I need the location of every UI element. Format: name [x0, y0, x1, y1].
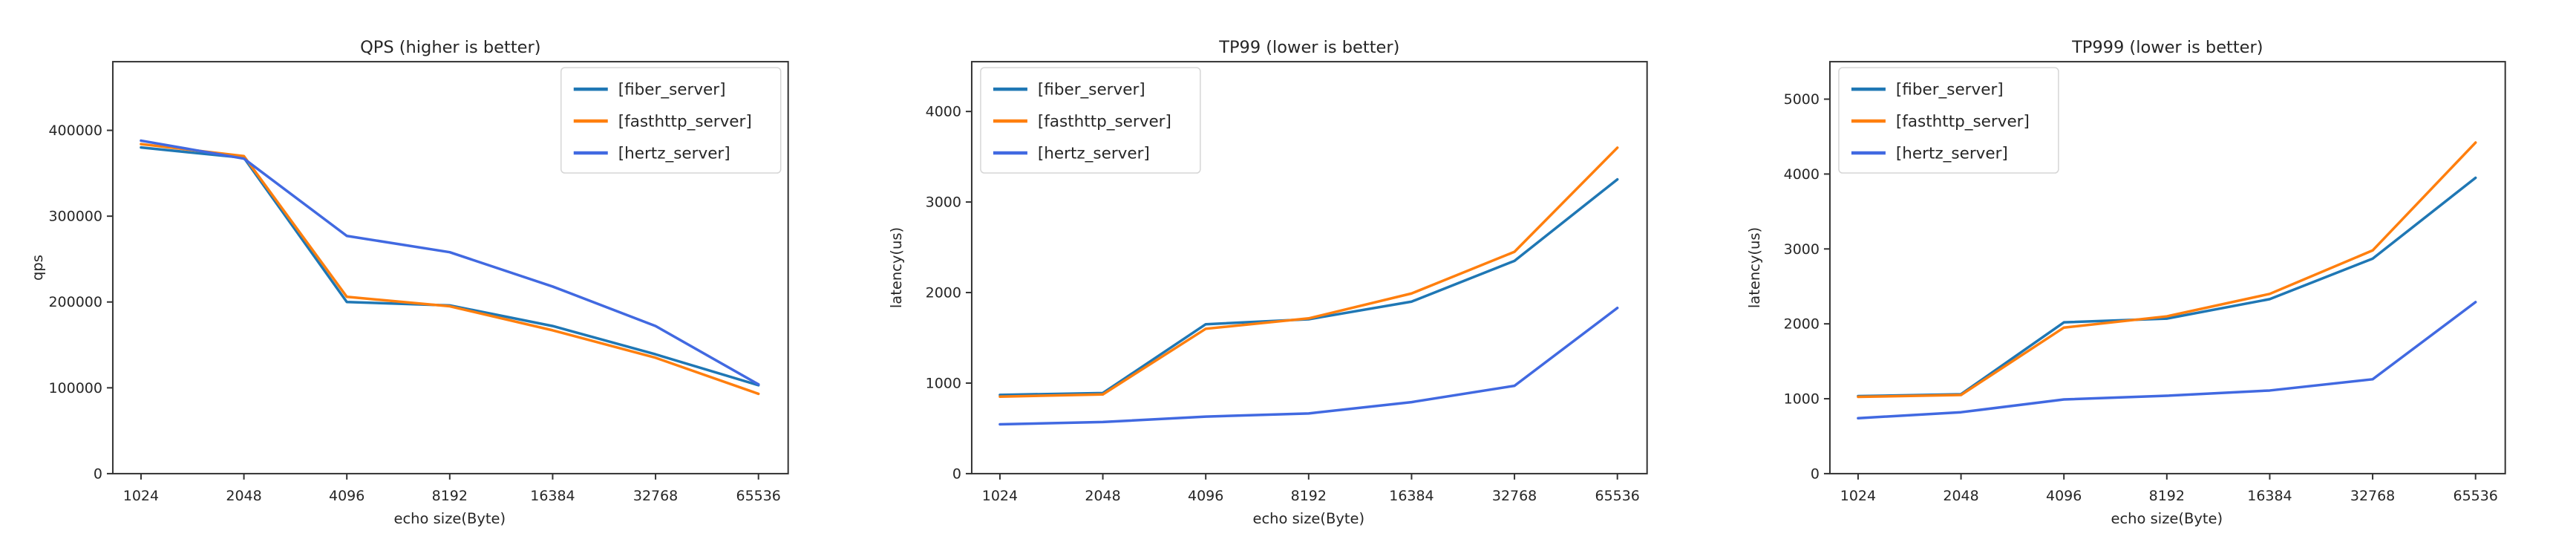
legend: [fiber_server] [fasthttp_server] [hertz_se… [1838, 67, 2059, 174]
legend-label: [hertz_server] [1896, 145, 2008, 163]
series-line-fiber_server [1857, 176, 2477, 398]
x-tick-label: 16384 [530, 488, 575, 504]
series-line-hertz_server [140, 139, 760, 386]
series-line-hertz_server [998, 307, 1619, 426]
legend-label: [fasthttp_server] [618, 113, 752, 131]
x-tick-label: 4096 [1188, 488, 1223, 504]
tp99-chart: TP99 (lower is better) echo size(Byte) lat… [888, 38, 1648, 527]
legend: [fiber_server] [fasthttp_server] [hertz_se… [560, 67, 782, 174]
legend-label: [fiber_server] [1896, 81, 2004, 99]
x-axis-label: echo size(Byte) [393, 510, 506, 527]
x-axis-label: echo size(Byte) [1252, 510, 1364, 527]
y-tick-label: 4000 [925, 104, 961, 120]
x-tick-label: 2048 [1085, 488, 1120, 504]
series-line-fiber_server [998, 177, 1619, 396]
x-tick-label: 8192 [432, 488, 468, 504]
x-tick-label: 8192 [2149, 488, 2185, 504]
x-tick-label: 1024 [123, 488, 159, 504]
x-tick-label: 65536 [1595, 488, 1639, 504]
qps-chart: QPS (higher is better) echo size(Byte) qps… [29, 38, 789, 527]
legend-label: [hertz_server] [618, 145, 730, 163]
y-tick-label: 3000 [1784, 241, 1820, 258]
legend-box [560, 67, 782, 174]
x-tick-label: 32768 [633, 488, 678, 504]
y-axis-label: latency(us) [1746, 227, 1763, 308]
series-line-fasthttp_server [1857, 141, 2477, 399]
chart-title: TP999 (lower is better) [2071, 38, 2263, 57]
y-tick-label: 2000 [1784, 316, 1820, 333]
x-tick-label: 8192 [1290, 488, 1326, 504]
y-tick-label: 0 [952, 466, 961, 482]
x-tick-label: 16384 [1389, 488, 1434, 504]
y-axis-label: qps [29, 255, 46, 281]
y-tick-label: 200000 [48, 294, 102, 310]
y-tick-label: 2000 [925, 285, 961, 301]
y-tick-label: 4000 [1784, 166, 1820, 183]
x-tick-label: 65536 [2454, 488, 2498, 504]
series-line-hertz_server [1857, 301, 2477, 420]
x-tick-label: 1024 [981, 488, 1017, 504]
tp999-chart: TP999 (lower is better) echo size(Byte) la… [1746, 38, 2506, 527]
chart-panel-qps: QPS (higher is better) echo size(Byte) qps… [0, 0, 859, 542]
axis-frame [970, 61, 1648, 474]
y-tick-label: 5000 [1784, 91, 1820, 108]
x-tick-label: 2048 [1944, 488, 1979, 504]
y-tick-label: 1000 [1784, 391, 1820, 408]
legend: [fiber_server] [fasthttp_server] [hertz_se… [979, 67, 1201, 174]
legend-label: [fasthttp_server] [1038, 113, 1171, 131]
y-tick-label: 400000 [48, 123, 102, 139]
x-tick-label: 1024 [1840, 488, 1876, 504]
x-tick-label: 65536 [736, 488, 780, 504]
chart-panel-tp99: TP99 (lower is better) echo size(Byte) lat… [859, 0, 1718, 542]
legend-label: [fiber_server] [1038, 81, 1145, 99]
series-line-fiber_server [140, 146, 760, 387]
series-line-fasthttp_server [140, 143, 760, 396]
chart-title: QPS (higher is better) [360, 38, 540, 57]
legend-label: [fiber_server] [618, 81, 726, 99]
chart-title: TP99 (lower is better) [1218, 38, 1399, 57]
x-axis-label: echo size(Byte) [2111, 510, 2223, 527]
x-tick-label: 32768 [2350, 488, 2395, 504]
legend-label: [hertz_server] [1038, 145, 1150, 163]
y-tick-label: 0 [94, 466, 102, 482]
series-line-fasthttp_server [998, 146, 1619, 399]
y-tick-label: 100000 [48, 380, 102, 396]
y-tick-label: 1000 [925, 375, 961, 391]
chart-panel-tp999: TP999 (lower is better) echo size(Byte) la… [1717, 0, 2576, 542]
y-tick-label: 0 [1811, 466, 1820, 482]
axis-frame [1829, 61, 2506, 474]
x-tick-label: 4096 [329, 488, 365, 504]
legend-box [1838, 67, 2059, 174]
x-tick-label: 4096 [2046, 488, 2082, 504]
x-tick-label: 16384 [2248, 488, 2292, 504]
legend-label: [fasthttp_server] [1896, 113, 2030, 131]
y-tick-label: 300000 [48, 209, 102, 225]
x-tick-label: 2048 [226, 488, 261, 504]
y-tick-label: 3000 [925, 195, 961, 211]
axis-frame [111, 61, 789, 474]
legend-box [979, 67, 1201, 174]
x-tick-label: 32768 [1492, 488, 1537, 504]
y-axis-label: latency(us) [888, 227, 905, 308]
